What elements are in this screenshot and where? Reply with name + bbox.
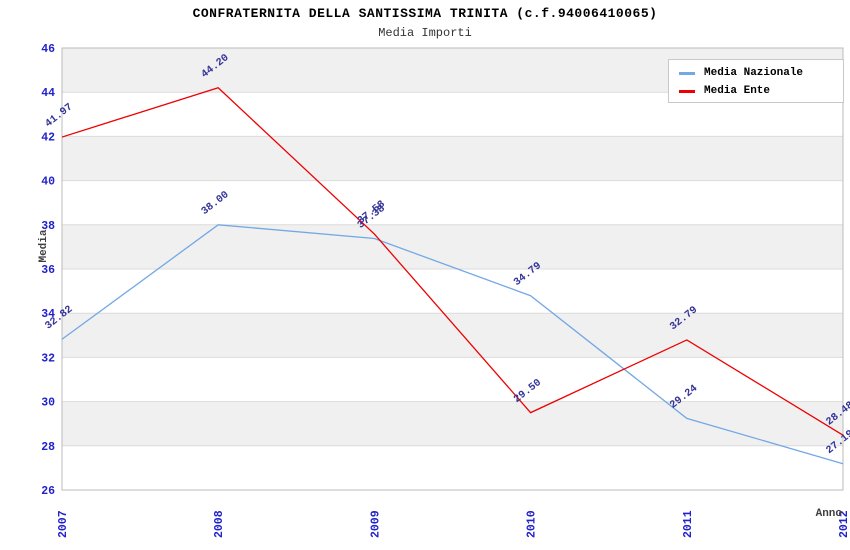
plot-border: [61, 47, 844, 491]
y-axis-title: Media: [38, 229, 50, 263]
y-tick-label: 30: [41, 397, 55, 410]
y-tick-label: 44: [41, 87, 55, 100]
y-tick-label: 34: [41, 308, 55, 321]
legend-swatch-1: [679, 89, 695, 93]
point-label: 41.97: [43, 101, 75, 130]
y-tick-label: 26: [41, 485, 55, 498]
y-tick-label: 46: [41, 43, 55, 56]
x-tick-label: 2012: [838, 510, 850, 538]
y-tick-label: 38: [41, 220, 55, 233]
y-tick-label: 40: [41, 176, 55, 189]
legend-label: Media Nazionale: [704, 67, 804, 79]
grid-band: [62, 136, 843, 181]
x-tick-label: 2007: [57, 510, 70, 538]
x-tick-label: 2008: [213, 510, 226, 538]
chart-title: CONFRATERNITA DELLA SANTISSIMA TRINITA (…: [192, 6, 658, 21]
legend-item-media-ente: Media Ente: [669, 82, 843, 100]
y-tick-label: 42: [41, 131, 55, 144]
x-axis-title: Anno: [815, 508, 842, 520]
y-tick-label: 32: [41, 352, 55, 365]
series-line-1: [61, 87, 844, 436]
legend-swatch-0: [679, 71, 695, 75]
y-tick-label: 28: [41, 441, 55, 454]
grid-band: [62, 401, 843, 446]
grid-band: [62, 224, 843, 269]
point-label: 38.00: [199, 189, 231, 218]
legend-item-media-nazionale: Media Nazionale: [669, 64, 843, 82]
chart-subtitle: Media Importi: [378, 26, 472, 40]
series-line-0: [61, 224, 844, 465]
x-tick-label: 2011: [682, 510, 695, 538]
y-tick-label: 36: [41, 264, 55, 277]
grid-band: [62, 313, 843, 358]
legend-label: Media Ente: [704, 85, 771, 97]
x-tick-label: 2009: [369, 510, 382, 538]
legend: Media Nazionale Media Ente: [668, 59, 844, 103]
x-tick-label: 2010: [526, 510, 539, 538]
